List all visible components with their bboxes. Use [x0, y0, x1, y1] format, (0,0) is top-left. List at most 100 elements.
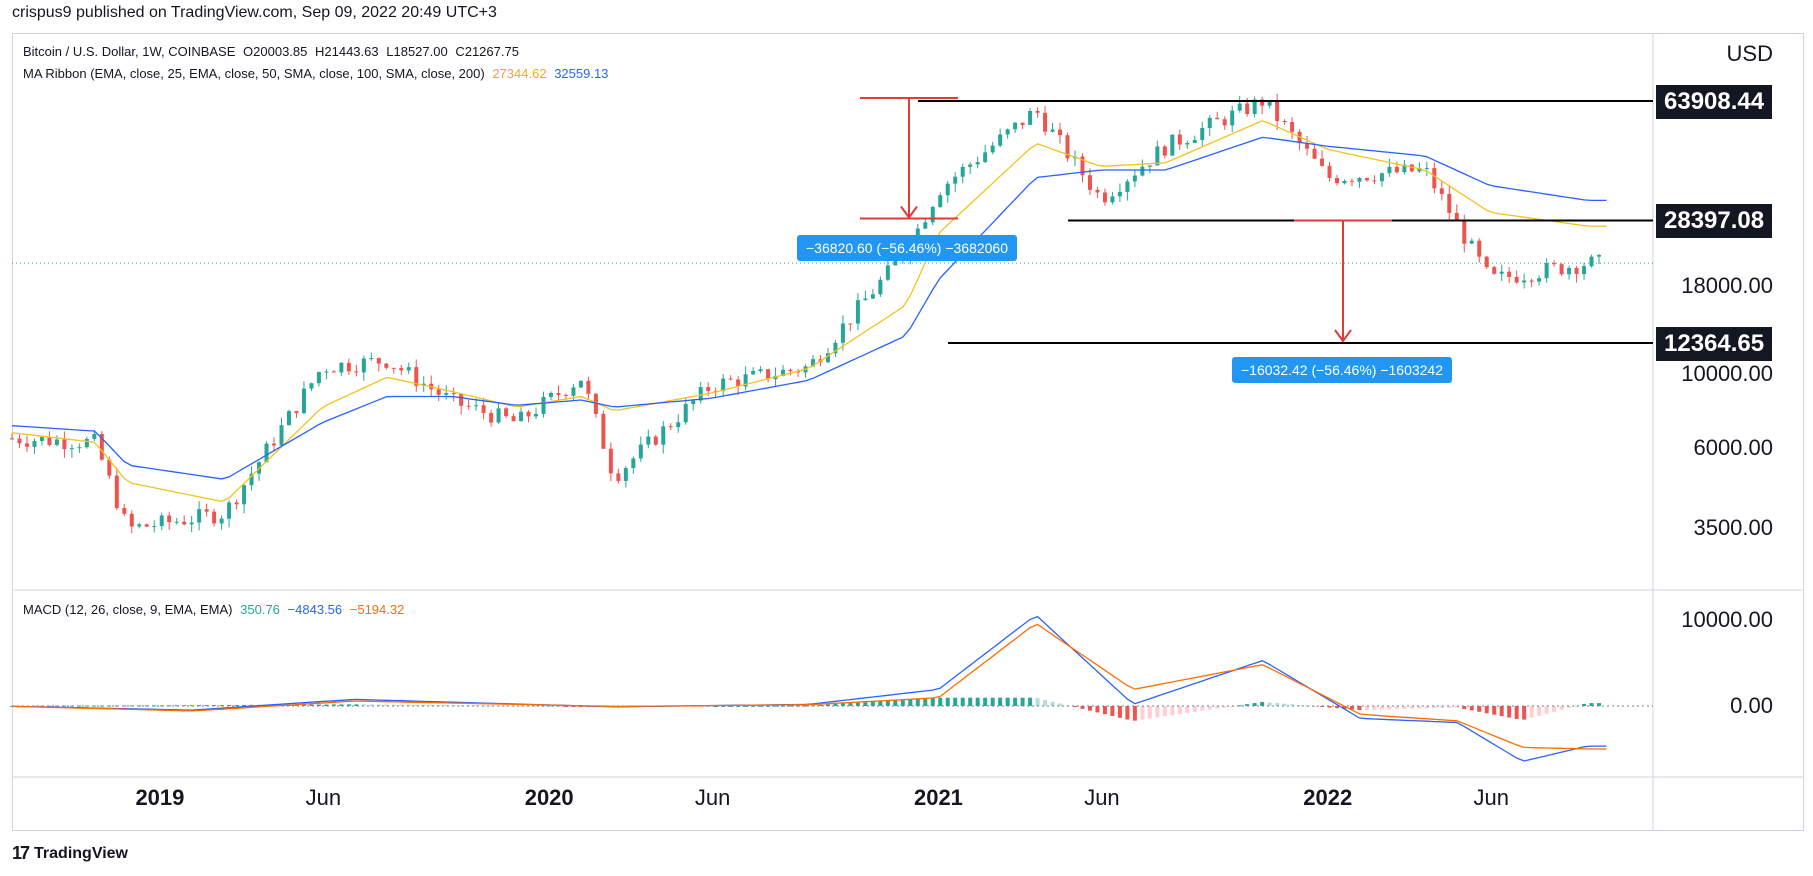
candle-body	[578, 380, 583, 388]
candle-body	[1597, 254, 1602, 257]
macd-histogram-bar	[391, 704, 396, 706]
candle-body	[1117, 191, 1122, 197]
macd-histogram-bar	[548, 705, 553, 707]
macd-histogram-bar	[728, 705, 733, 707]
candle-body	[668, 426, 673, 428]
candle-body	[1230, 110, 1235, 126]
level-label-high[interactable]: 63908.44	[1656, 85, 1773, 119]
candle-body	[728, 378, 733, 380]
macd-histogram-bar	[1469, 706, 1474, 711]
level-label-low[interactable]: 12364.65	[1656, 327, 1773, 361]
x-tick-label: Jun	[1473, 785, 1509, 810]
price-tick-3500: 3500.00	[1693, 515, 1773, 540]
macd-histogram-bar	[1222, 706, 1227, 708]
candle-body	[99, 433, 104, 460]
candle-body	[384, 363, 389, 368]
macd-histogram-bar	[197, 705, 202, 707]
candle-body	[960, 166, 965, 177]
macd-histogram-bar	[204, 705, 209, 707]
candle-body	[691, 400, 696, 405]
candle-body	[848, 323, 853, 325]
candle-body	[92, 433, 97, 439]
candle-body	[1035, 111, 1040, 113]
macd-histogram-bar	[212, 705, 217, 707]
candle-body	[212, 511, 217, 524]
macd-histogram-bar	[489, 705, 494, 707]
macd-histogram-bar	[429, 704, 434, 706]
macd-histogram-bar	[1275, 703, 1280, 706]
macd-histogram-bar	[945, 697, 950, 706]
macd-histogram-bar	[69, 705, 74, 707]
candle-body	[1342, 180, 1347, 184]
candle-body	[810, 359, 815, 367]
macd-histogram-bar	[1477, 706, 1482, 712]
candle-body	[137, 524, 142, 527]
macd-histogram-bar	[1327, 706, 1332, 708]
candle-body	[197, 509, 202, 523]
candle-body	[1552, 263, 1557, 265]
macd-histogram-bar	[1267, 702, 1272, 706]
candle-body	[616, 473, 621, 481]
candle-body	[264, 443, 269, 463]
macd-histogram-bar	[788, 705, 793, 707]
candle-body	[1065, 135, 1070, 159]
candle-body	[646, 436, 651, 445]
macd-histogram-bar	[983, 697, 988, 706]
macd-histogram-bar	[1170, 706, 1175, 716]
candle-body	[1043, 112, 1048, 132]
macd-histogram-bar	[1200, 706, 1205, 711]
macd-histogram-bar	[833, 703, 838, 706]
level-label-mid[interactable]: 28397.08	[1656, 204, 1773, 238]
measure-label-top[interactable]: −36820.60 (−56.46%) −3682060	[797, 235, 1018, 261]
candle-body	[1275, 101, 1280, 121]
candle-body	[24, 443, 29, 447]
macd-histogram-bar	[1102, 706, 1107, 715]
candle-body	[1155, 146, 1160, 166]
tradingview-logo[interactable]: 17 TradingView	[12, 843, 128, 864]
candle-body	[885, 265, 890, 280]
macd-histogram-bar	[114, 705, 119, 707]
macd-histogram-bar	[698, 706, 703, 707]
candle-body	[1312, 148, 1317, 159]
price-tick-18000: 18000.00	[1681, 273, 1773, 298]
candle-body	[466, 405, 471, 407]
candle-body	[182, 521, 187, 525]
price-legend: Bitcoin / U.S. Dollar, 1W, COINBASE O200…	[23, 44, 523, 59]
macd-histogram-bar	[863, 702, 868, 706]
candle-body	[1327, 165, 1332, 178]
macd-histogram-bar	[1110, 706, 1115, 716]
candle-body	[511, 416, 516, 422]
candle-body	[601, 413, 606, 449]
chart-frame[interactable]	[12, 33, 1804, 831]
candle-body	[69, 448, 74, 450]
macd-line-value: −4843.56	[287, 602, 343, 617]
macd-histogram-bar	[870, 701, 875, 706]
candle-body	[1454, 212, 1459, 221]
tradingview-logo-icon: 17	[12, 843, 30, 863]
macd-histogram-bar	[1237, 705, 1242, 707]
candle-body	[242, 485, 247, 505]
macd-histogram-bar	[414, 704, 419, 706]
macd-histogram-bar	[1058, 703, 1063, 706]
macd-histogram-bar	[825, 704, 830, 706]
macd-histogram-bar	[1245, 704, 1250, 706]
candle-body	[316, 372, 321, 384]
candle-body	[279, 425, 284, 446]
macd-histogram-bar	[1357, 706, 1362, 711]
candle-body	[84, 438, 89, 448]
candle-body	[406, 367, 411, 371]
macd-line	[11, 615, 1607, 762]
measure-label-bottom[interactable]: −16032.42 (−56.46%) −1603242	[1232, 357, 1453, 383]
x-tick-label: Jun	[694, 785, 731, 810]
price-tick-10000: 10000.00	[1681, 361, 1773, 386]
macd-histogram-bar	[803, 705, 808, 707]
macd-histogram-bar	[1050, 701, 1055, 706]
macd-histogram-bar	[1364, 706, 1369, 710]
macd-histogram-bar	[1005, 697, 1010, 706]
macd-histogram-bar	[1095, 706, 1100, 713]
candle-body	[474, 405, 479, 407]
macd-histogram-bar	[923, 698, 928, 706]
macd-histogram-bar	[758, 705, 763, 707]
open-value: O20003.85	[243, 44, 308, 59]
